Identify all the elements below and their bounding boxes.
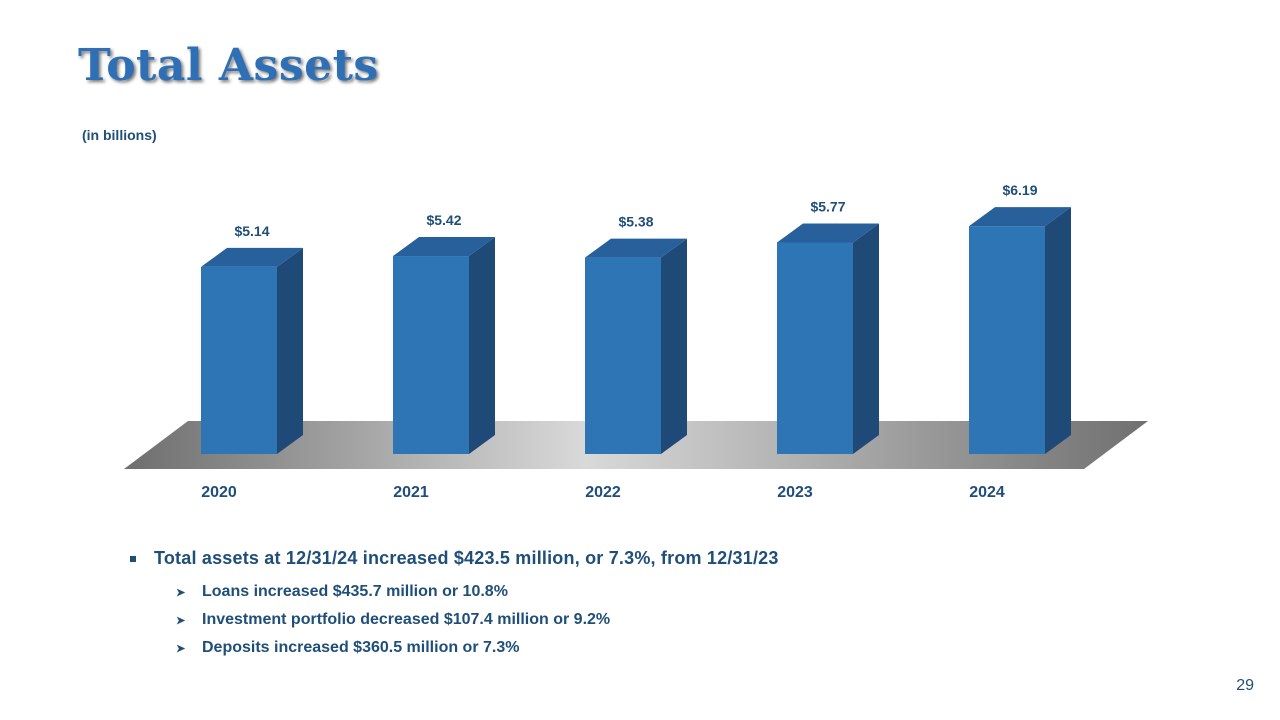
arrow-bullet-icon: ➤	[176, 614, 186, 627]
summary-bullets: Total assets at 12/31/24 increased $423.…	[130, 548, 779, 667]
bar-side	[1045, 207, 1071, 454]
sub-bullet-deposits: ➤ Deposits increased $360.5 million or 7…	[176, 639, 779, 657]
arrow-bullet-icon: ➤	[176, 642, 186, 655]
bullet-total-assets: Total assets at 12/31/24 increased $423.…	[130, 548, 779, 569]
x-tick-label: 2024	[969, 484, 1005, 501]
data-label: $6.19	[1002, 182, 1037, 198]
bar-side	[661, 238, 687, 454]
x-tick-label: 2023	[777, 484, 813, 501]
data-label: $5.42	[426, 212, 461, 228]
sub-bullet-list: ➤ Loans increased $435.7 million or 10.8…	[176, 583, 779, 657]
bar-side	[469, 237, 495, 454]
bar-side	[853, 223, 879, 454]
sub-bullet-text: Investment portfolio decreased $107.4 mi…	[202, 611, 611, 628]
bar-top	[393, 237, 495, 257]
chart-units-label: (in billions)	[82, 127, 157, 143]
sub-bullet-loans: ➤ Loans increased $435.7 million or 10.8…	[176, 583, 779, 601]
bar-2022	[585, 257, 661, 454]
bar-side	[277, 247, 303, 454]
data-label: $5.38	[618, 214, 653, 230]
page-number: 29	[1236, 677, 1254, 694]
x-tick-label: 2021	[393, 484, 429, 501]
bar-2024	[969, 226, 1045, 454]
data-label: $5.14	[234, 223, 269, 239]
page-title: Total Assets	[78, 40, 379, 91]
arrow-bullet-icon: ➤	[176, 586, 186, 599]
bar-top	[585, 238, 687, 258]
sub-bullet-text: Loans increased $435.7 million or 10.8%	[202, 583, 508, 600]
x-tick-label: 2020	[201, 484, 237, 501]
bar-2020	[201, 266, 277, 454]
data-label: $5.77	[810, 198, 845, 214]
bar-top	[201, 247, 303, 267]
sub-bullet-text: Deposits increased $360.5 million or 7.3…	[202, 639, 520, 656]
bar-top	[969, 207, 1071, 227]
total-assets-bar-chart: $5.14 2020 $5.42 2021 $5.38 2022 $5.77 2023 $6.1…	[124, 182, 1148, 501]
bar-2023	[777, 242, 853, 454]
sub-bullet-investments: ➤ Investment portfolio decreased $107.4 …	[176, 611, 779, 629]
bar-top	[777, 223, 879, 243]
x-tick-label: 2022	[585, 484, 621, 501]
bar-2021	[393, 256, 469, 454]
